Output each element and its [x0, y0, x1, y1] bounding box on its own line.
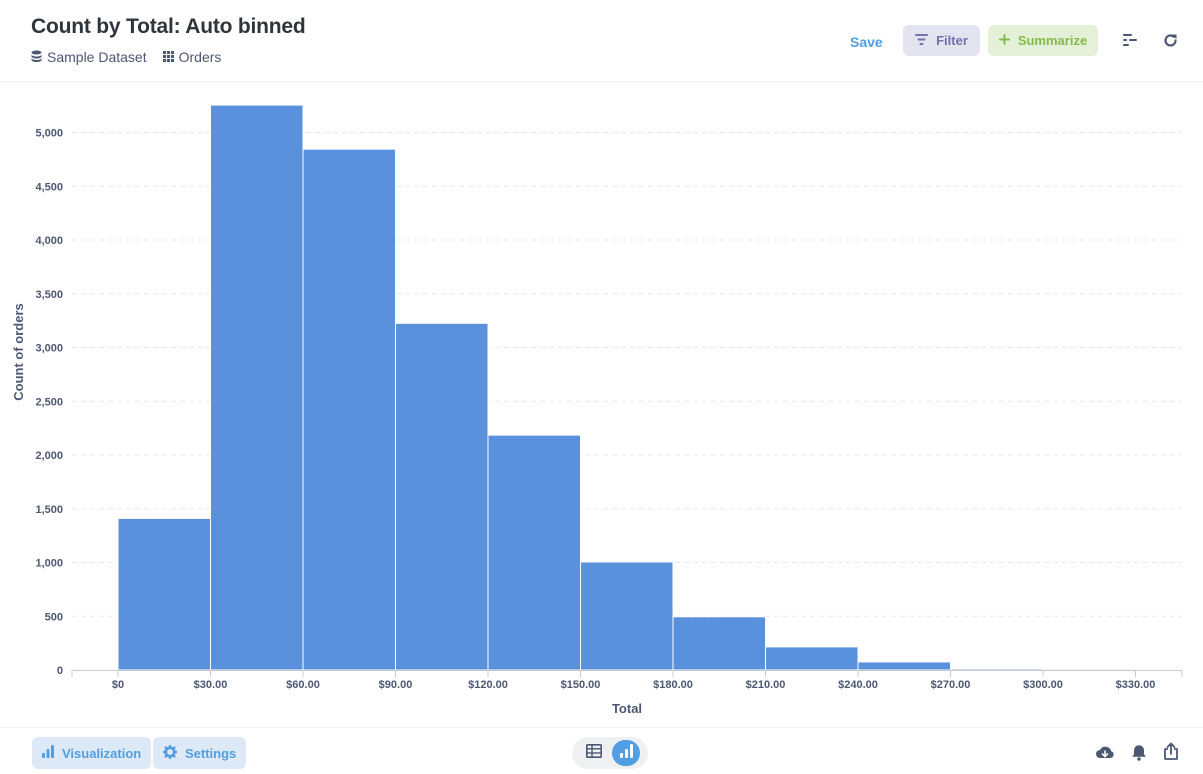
share-icon[interactable]	[1160, 740, 1182, 762]
refresh-icon[interactable]	[1159, 29, 1181, 51]
visualization-button[interactable]: Visualization	[32, 737, 152, 769]
x-tick-label: $150.00	[561, 679, 601, 691]
breadcrumb-database-label: Sample Dataset	[47, 49, 147, 65]
y-tick-label: 4,000	[35, 235, 63, 247]
histogram-bar[interactable]	[487, 434, 581, 671]
histogram-bar[interactable]	[302, 148, 396, 671]
x-tick-label: $0	[112, 679, 124, 691]
breadcrumb-table[interactable]: Orders	[162, 49, 222, 65]
breadcrumb-table-label: Orders	[178, 49, 222, 65]
y-tick-label: 2,000	[35, 450, 63, 462]
chart-view-toggle[interactable]	[612, 740, 640, 766]
bar-chart-icon	[42, 745, 62, 761]
table-view-toggle[interactable]	[580, 740, 608, 766]
histogram-bar[interactable]	[857, 661, 951, 671]
view-toggle	[572, 737, 648, 769]
histogram-bar[interactable]	[580, 561, 674, 671]
x-tick-label: $330.00	[1116, 679, 1156, 691]
y-tick-label: 2,500	[35, 396, 63, 408]
histogram-bar[interactable]	[117, 517, 211, 671]
histogram-chart: 0 500 1,000 1,500 2,000 2,500 3,000 3,500 4,000 4…	[0, 82, 1203, 727]
x-tick-label: $90.00	[379, 679, 413, 691]
table-grid-icon	[162, 49, 179, 65]
breadcrumb: Sample Dataset Orders	[31, 49, 237, 65]
y-tick-label: 5,000	[35, 128, 63, 140]
chart-svg: 0 500 1,000 1,500 2,000 2,500 3,000 3,500 4,000 4…	[11, 104, 1183, 716]
y-tick-label: 3,500	[35, 289, 63, 301]
query-footer: Visualization Settings	[0, 727, 1203, 774]
filter-button[interactable]: Filter	[903, 25, 980, 56]
summarize-label: Summarize	[1017, 33, 1088, 48]
page-title: Count by Total: Auto binned	[31, 15, 306, 38]
notebook-icon[interactable]	[1119, 29, 1141, 51]
x-tick-label: $300.00	[1023, 679, 1063, 691]
x-tick-label: $60.00	[286, 679, 320, 691]
settings-button[interactable]: Settings	[153, 737, 247, 769]
y-tick-label: 1,000	[35, 558, 63, 570]
save-button[interactable]: Save	[850, 34, 883, 50]
x-tick-label: $240.00	[838, 679, 878, 691]
x-tick-label: $30.00	[194, 679, 228, 691]
y-tick-label: 500	[45, 611, 63, 623]
bell-icon[interactable]	[1128, 741, 1150, 763]
download-icon[interactable]	[1094, 742, 1116, 764]
gear-icon	[162, 744, 185, 762]
summarize-button[interactable]: Summarize	[988, 25, 1098, 56]
x-tick-label: $210.00	[746, 679, 786, 691]
chart-icon	[619, 743, 633, 763]
settings-label: Settings	[185, 745, 237, 761]
histogram-bar[interactable]	[1042, 668, 1136, 671]
database-icon	[31, 49, 47, 65]
y-axis-label: Count of orders	[11, 303, 26, 401]
histogram-bar[interactable]	[210, 104, 304, 671]
histogram-bar[interactable]	[672, 616, 766, 671]
query-header: Count by Total: Auto binned Sample Datas…	[0, 0, 1203, 82]
y-tick-label: 3,000	[35, 343, 63, 355]
breadcrumb-database[interactable]: Sample Dataset	[31, 49, 147, 65]
x-tick-label: $180.00	[653, 679, 693, 691]
histogram-bar[interactable]	[765, 646, 859, 671]
x-tick-label: $120.00	[468, 679, 508, 691]
histogram-bar[interactable]	[395, 322, 489, 671]
table-icon	[586, 743, 602, 763]
x-axis-label: Total	[612, 701, 642, 716]
y-tick-label: 1,500	[35, 504, 63, 516]
x-tick-label: $270.00	[931, 679, 971, 691]
filter-label: Filter	[936, 33, 968, 48]
y-tick-label: 4,500	[35, 181, 63, 193]
visualization-label: Visualization	[62, 745, 142, 761]
filter-icon	[915, 33, 936, 48]
plus-icon	[998, 33, 1018, 48]
y-tick-label: 0	[57, 665, 63, 677]
histogram-bar[interactable]	[950, 668, 1044, 671]
